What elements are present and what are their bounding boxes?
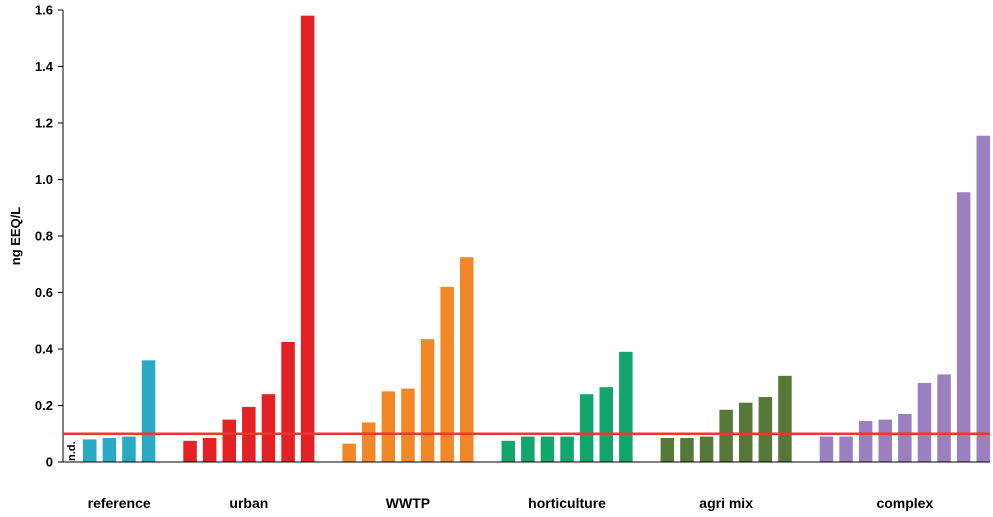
bar-complex-9 xyxy=(977,136,991,462)
bar-agri-mix-1 xyxy=(661,438,675,462)
bar-WWTP-3 xyxy=(382,391,396,462)
group-label-agri-mix: agri mix xyxy=(699,495,753,511)
bar-complex-1 xyxy=(820,437,834,462)
bar-horticulture-7 xyxy=(619,352,633,462)
y-tick-label: 1.2 xyxy=(35,116,53,131)
bar-urban-5 xyxy=(262,394,276,462)
y-tick-label: 1.0 xyxy=(35,172,53,187)
bar-horticulture-1 xyxy=(502,441,516,462)
group-label-WWTP: WWTP xyxy=(386,495,430,511)
group-label-urban: urban xyxy=(229,495,268,511)
group-labels: reference urban WWTP horticulture agri mix co… xyxy=(88,495,934,511)
bar-urban-1 xyxy=(183,441,197,462)
y-tick-label: 0.6 xyxy=(35,285,53,300)
y-tick-label: 0.8 xyxy=(35,229,53,244)
bar-horticulture-2 xyxy=(521,437,535,462)
y-tick-label: 0 xyxy=(46,455,53,470)
bar-agri-mix-7 xyxy=(778,376,792,462)
bar-agri-mix-4 xyxy=(719,410,733,462)
bar-urban-3 xyxy=(223,420,237,462)
y-axis-ticks: 0 0.2 0.4 0.6 0.8 1.0 1.2 1.4 1.6 xyxy=(35,3,63,470)
bar-WWTP-1 xyxy=(342,444,356,462)
y-tick-label: 1.4 xyxy=(35,59,54,74)
group-label-reference: reference xyxy=(88,495,151,511)
bar-agri-mix-2 xyxy=(680,438,694,462)
bar-urban-6 xyxy=(281,342,295,462)
bar-WWTP-6 xyxy=(440,287,454,462)
bar-reference-3 xyxy=(122,437,136,462)
bar-horticulture-5 xyxy=(580,394,594,462)
bar-agri-mix-5 xyxy=(739,403,753,462)
y-tick-label: 1.6 xyxy=(35,3,53,18)
bar-WWTP-7 xyxy=(460,257,474,462)
bar-complex-6 xyxy=(918,383,932,462)
bars xyxy=(83,16,990,462)
bar-complex-2 xyxy=(839,437,853,462)
group-label-complex: complex xyxy=(876,495,933,511)
bar-horticulture-4 xyxy=(560,437,574,462)
nd-label: n.d. xyxy=(66,441,78,461)
bar-WWTP-4 xyxy=(401,389,415,462)
bar-agri-mix-3 xyxy=(700,437,714,462)
bar-reference-2 xyxy=(103,438,117,462)
y-tick-label: 0.4 xyxy=(35,342,54,357)
y-axis-label: ng EEQ/L xyxy=(8,207,23,266)
bar-reference-4 xyxy=(142,360,156,462)
bar-urban-7 xyxy=(301,16,315,462)
bar-complex-4 xyxy=(879,420,893,462)
y-tick-label: 0.2 xyxy=(35,398,53,413)
bar-complex-8 xyxy=(957,192,971,462)
bar-horticulture-6 xyxy=(600,387,614,462)
bar-urban-2 xyxy=(203,438,217,462)
bar-WWTP-5 xyxy=(421,339,435,462)
bar-complex-3 xyxy=(859,421,873,462)
bar-complex-5 xyxy=(898,414,912,462)
bar-WWTP-2 xyxy=(362,422,376,462)
group-label-horticulture: horticulture xyxy=(528,495,606,511)
bar-horticulture-3 xyxy=(541,437,555,462)
bar-reference-1 xyxy=(83,439,97,462)
bar-complex-7 xyxy=(937,374,951,462)
bar-agri-mix-6 xyxy=(759,397,773,462)
